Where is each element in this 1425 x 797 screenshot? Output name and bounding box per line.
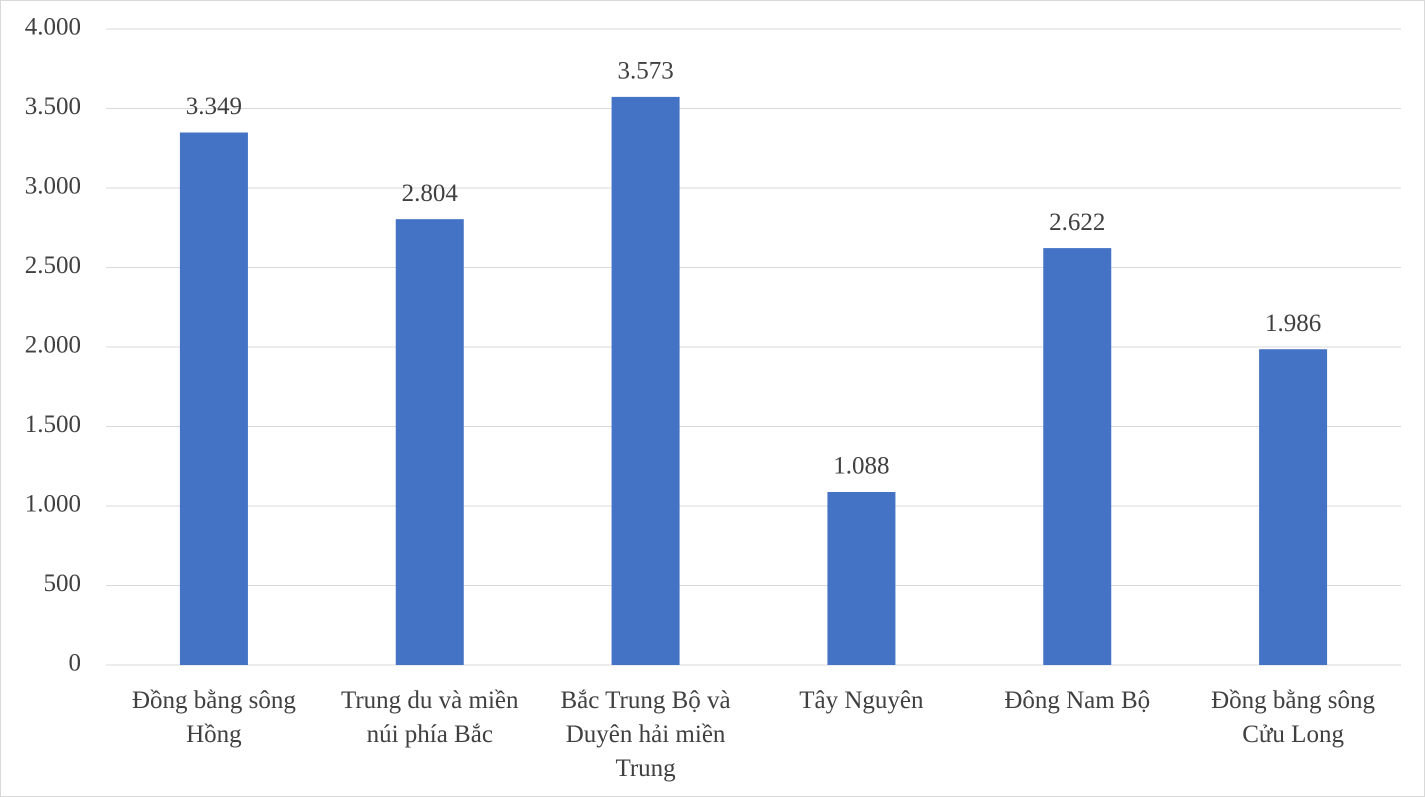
x-tick-label: Đồng bằng sông Cửu Long — [1211, 687, 1376, 748]
bar — [827, 492, 896, 665]
bar — [611, 96, 680, 665]
bar — [1043, 248, 1112, 666]
x-tick-label: Đông Nam Bộ — [1004, 687, 1151, 714]
bar — [1259, 349, 1328, 665]
value-label: 3.349 — [186, 93, 242, 120]
value-label: 1.088 — [833, 453, 889, 480]
x-tick-label: Trung du và miền núi phía Bắc — [340, 687, 519, 748]
y-tick-label: 2.500 — [25, 252, 81, 279]
x-tick-label: Đồng bằng sông Hồng — [131, 687, 296, 748]
value-label: 1.986 — [1265, 310, 1321, 337]
y-tick-label: 1.500 — [25, 411, 81, 438]
y-tick-label: 1.000 — [25, 491, 81, 518]
bar — [179, 132, 248, 665]
y-tick-label: 4.000 — [25, 14, 81, 41]
bar — [395, 219, 464, 665]
y-tick-label: 0 — [69, 650, 82, 677]
y-tick-label: 3.000 — [25, 173, 81, 200]
x-tick-label: Tây Nguyên — [799, 687, 924, 714]
y-tick-label: 2.000 — [25, 332, 81, 359]
x-tick-label: Bắc Trung Bộ và Duyên hải miền Trung — [560, 687, 731, 782]
value-label: 2.804 — [402, 180, 459, 207]
y-tick-label: 500 — [44, 570, 82, 597]
value-label: 3.573 — [617, 58, 673, 85]
y-tick-label: 3.500 — [25, 93, 81, 120]
value-label: 2.622 — [1049, 209, 1105, 236]
